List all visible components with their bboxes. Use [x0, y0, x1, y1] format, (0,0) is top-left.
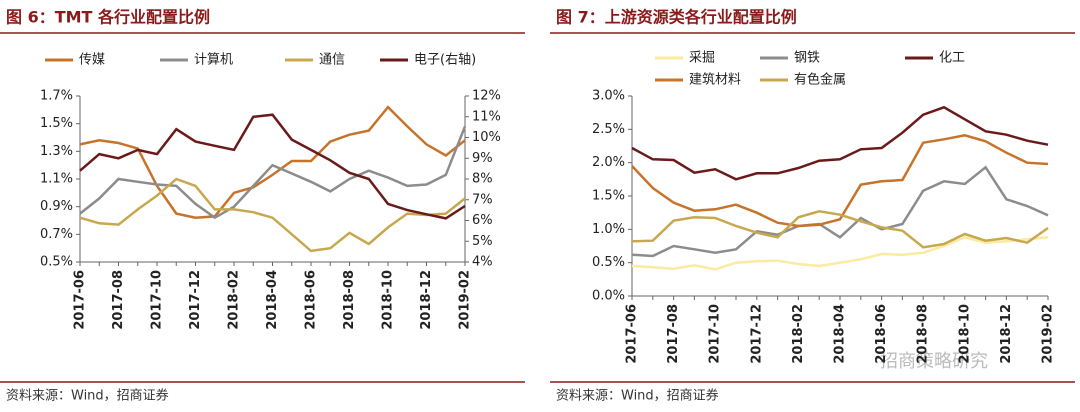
x-tick-label: 2017-06 — [73, 270, 88, 330]
legend-label: 有色金属 — [794, 72, 846, 88]
legend-label: 计算机 — [194, 53, 233, 68]
y2-tick-label: 9% — [472, 151, 493, 166]
y-tick-label: 0.7% — [40, 227, 73, 242]
y-tick-label: 0.0% — [592, 289, 625, 304]
source: 资料来源：Wind，招商证券 — [6, 388, 169, 404]
series-line — [79, 177, 466, 253]
x-tick-label: 2018-02 — [227, 270, 242, 330]
x-tick-label: 2017-12 — [749, 304, 764, 364]
x-tick-label: 2018-12 — [999, 304, 1014, 364]
x-tick-label: 2017-12 — [188, 270, 203, 330]
x-tick-label: 2018-10 — [957, 304, 972, 364]
legend-label: 建筑材料 — [689, 72, 741, 88]
x-tick-label: 2017-06 — [625, 304, 640, 364]
series-line — [631, 134, 1049, 228]
x-tick-label: 2019-02 — [458, 270, 473, 330]
y-tick-label: 2.0% — [592, 155, 625, 170]
y-tick-label: 1.3% — [40, 144, 73, 159]
y-tick-label: 2.5% — [592, 122, 625, 137]
y-tick-label: 1.5% — [592, 189, 625, 204]
x-tick-label: 2018-06 — [874, 304, 889, 364]
x-tick-label: 2019-02 — [1041, 304, 1056, 364]
watermark: 招商策略研究 — [880, 351, 988, 372]
y-tick-label: 1.1% — [40, 172, 73, 187]
x-tick-label: 2018-08 — [916, 304, 931, 364]
y2-tick-label: 12% — [472, 89, 501, 104]
x-tick-label: 2018-10 — [381, 270, 396, 330]
source: 资料来源：Wind，招商证券 — [556, 388, 719, 404]
y-tick-label: 1.7% — [40, 89, 73, 104]
chart-title: 图 6：TMT 各行业配置比例 — [6, 8, 210, 27]
y-tick-label: 0.5% — [40, 255, 73, 270]
y-tick-label: 1.0% — [592, 222, 625, 237]
legend-label: 采掘 — [689, 51, 715, 66]
legend-label: 化工 — [939, 51, 965, 66]
series-line — [631, 210, 1049, 249]
y2-tick-label: 10% — [472, 130, 501, 145]
x-tick-label: 2018-06 — [304, 270, 319, 330]
x-tick-label: 2017-10 — [150, 270, 165, 330]
y-tick-label: 3.0% — [592, 89, 625, 104]
series-line — [79, 125, 467, 220]
y2-tick-label: 8% — [472, 172, 493, 187]
y2-tick-label: 6% — [472, 213, 493, 228]
chart-title: 图 7：上游资源类各行业配置比例 — [556, 8, 797, 27]
y2-tick-label: 4% — [472, 255, 493, 270]
legend-label: 通信 — [319, 53, 345, 68]
series-line — [631, 235, 1049, 271]
series-line — [79, 113, 466, 220]
y-tick-label: 0.5% — [592, 255, 625, 270]
y2-tick-label: 5% — [472, 234, 493, 249]
x-tick-label: 2018-12 — [419, 270, 434, 330]
y2-tick-label: 7% — [472, 192, 493, 207]
x-tick-label: 2018-02 — [791, 304, 806, 364]
x-tick-label: 2017-08 — [111, 270, 126, 330]
y-tick-label: 0.9% — [40, 199, 73, 214]
x-tick-label: 2018-04 — [833, 304, 848, 364]
x-tick-label: 2017-10 — [708, 304, 723, 364]
series-line — [631, 105, 1049, 181]
series-line — [631, 165, 1049, 258]
y2-tick-label: 11% — [472, 109, 501, 124]
legend-label: 钢铁 — [794, 51, 820, 66]
x-tick-label: 2018-08 — [342, 270, 357, 330]
legend-label: 电子(右轴) — [414, 53, 476, 68]
legend-label: 传媒 — [79, 53, 105, 68]
y-tick-label: 1.5% — [40, 116, 73, 131]
x-tick-label: 2018-04 — [265, 270, 280, 330]
x-tick-label: 2017-08 — [666, 304, 681, 364]
series-line — [79, 105, 466, 219]
